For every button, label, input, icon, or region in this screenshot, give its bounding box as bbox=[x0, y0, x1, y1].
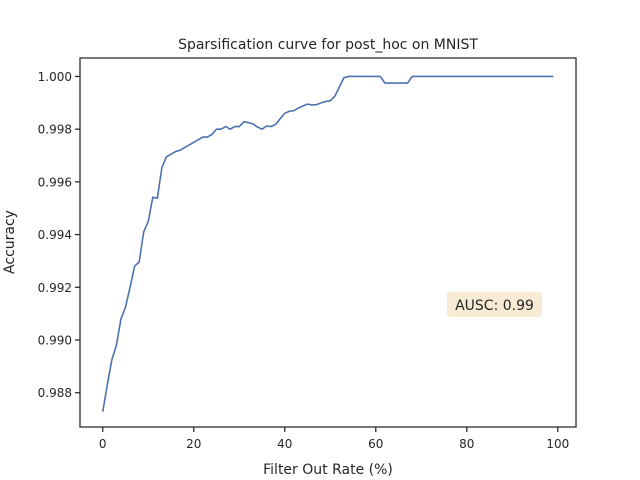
x-tick-label: 20 bbox=[186, 437, 201, 451]
y-tick-label: 0.992 bbox=[38, 281, 72, 295]
accuracy-line bbox=[101, 75, 554, 412]
x-axis: 0 20 40 60 80 100 bbox=[99, 427, 569, 451]
x-tick-label: 40 bbox=[277, 437, 292, 451]
ausc-annotation: AUSC: 0.99 bbox=[447, 292, 542, 317]
x-tick-label: 80 bbox=[459, 437, 474, 451]
x-axis-label: Filter Out Rate (%) bbox=[263, 462, 393, 478]
y-tick-label: 0.996 bbox=[38, 175, 72, 189]
y-tick-label: 1.000 bbox=[38, 70, 72, 84]
y-tick-label: 0.998 bbox=[38, 123, 72, 137]
y-tick-label: 0.994 bbox=[38, 228, 72, 242]
annotation-box bbox=[447, 292, 542, 317]
y-tick-label: 0.988 bbox=[38, 386, 72, 400]
y-axis-label: Accuracy bbox=[2, 210, 18, 274]
annotation-text: AUSC: 0.99 bbox=[455, 298, 534, 314]
x-tick-label: 100 bbox=[546, 437, 569, 451]
chart-title: Sparsification curve for post_hoc on MNI… bbox=[178, 37, 478, 53]
x-tick-label: 0 bbox=[99, 437, 107, 451]
plot-frame bbox=[79, 57, 577, 428]
x-tick-label: 60 bbox=[368, 437, 383, 451]
y-axis: 0.988 0.990 0.992 0.994 0.996 0.998 1.000 bbox=[38, 70, 80, 400]
y-tick-label: 0.990 bbox=[38, 334, 72, 348]
